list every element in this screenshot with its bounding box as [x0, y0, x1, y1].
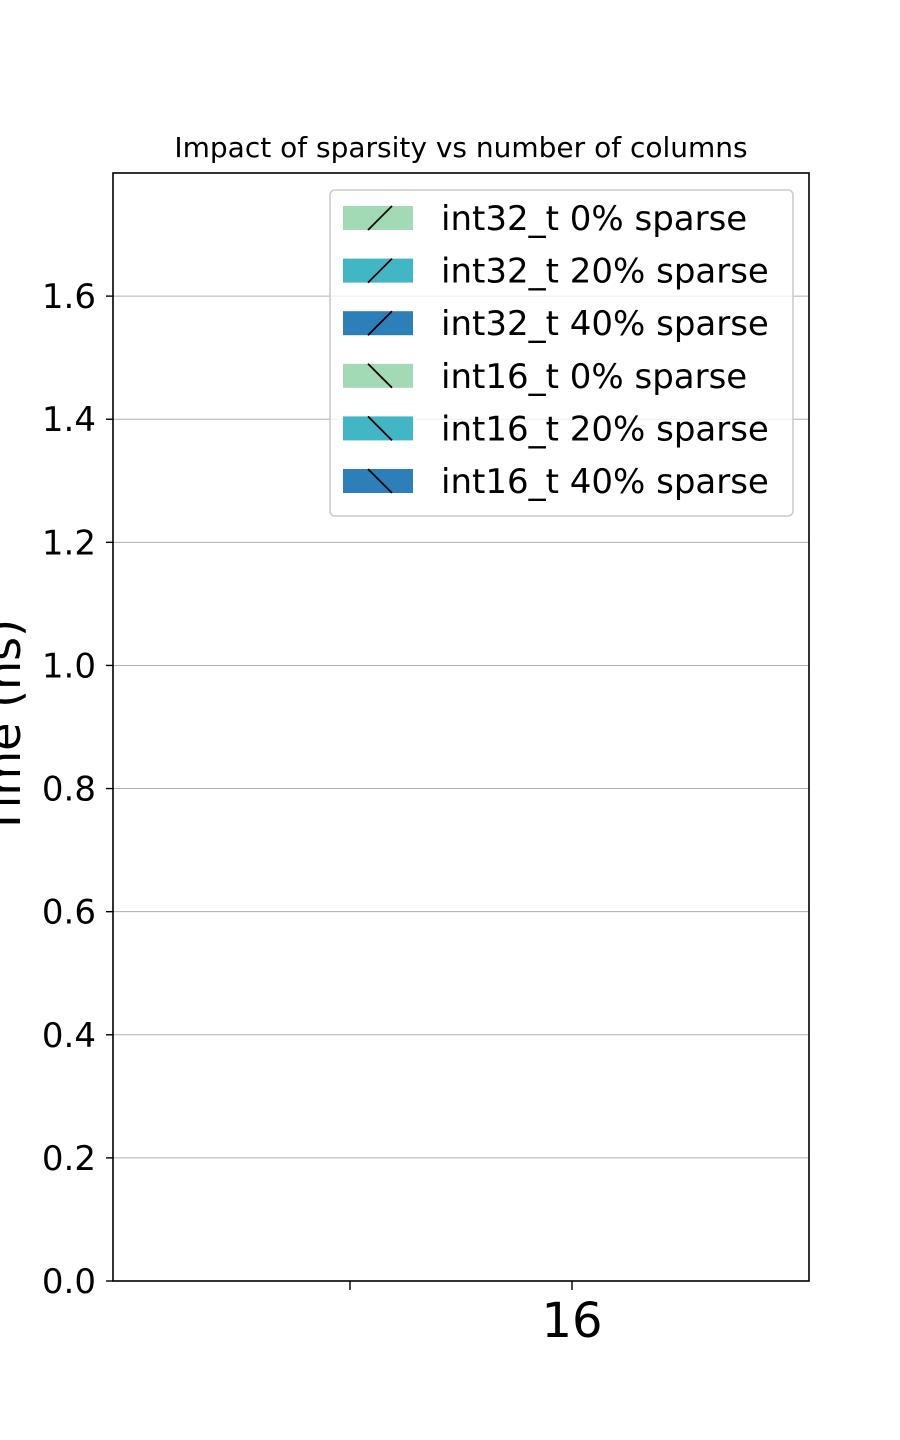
- legend-hatch: [367, 415, 393, 442]
- legend-label: int16_t 0% sparse: [441, 357, 747, 397]
- plot-frame: [112, 172, 810, 1282]
- legend: int32_t 0% sparse int32_t 20% sparse int32…: [329, 189, 794, 517]
- y-tick-label: 1.0: [42, 646, 96, 686]
- y-tick-label: 1.4: [42, 400, 96, 440]
- legend-label: int32_t 20% sparse: [441, 252, 769, 292]
- legend-hatch: [367, 310, 393, 336]
- legend-label: int16_t 20% sparse: [441, 409, 769, 449]
- y-axis: 0.0 0.2 0.4 0.6 0.8 1.0 1.2 1.4 1.6: [42, 277, 113, 1302]
- gridlines: [113, 295, 809, 1159]
- legend-label: int32_t 40% sparse: [441, 304, 769, 344]
- legend-swatch: [343, 311, 413, 336]
- legend-hatch: [367, 205, 393, 231]
- legend-label: int32_t 0% sparse: [441, 199, 747, 239]
- legend-hatch: [367, 363, 393, 389]
- legend-swatch: [343, 258, 413, 283]
- y-tick-label: 0.8: [42, 770, 96, 810]
- y-tick-label: 0.2: [42, 1139, 96, 1179]
- legend-swatch: [343, 416, 413, 441]
- legend-item: int32_t 20% sparse: [343, 252, 769, 292]
- legend-swatch: [343, 469, 413, 493]
- y-axis-label: Time (ns): [0, 619, 31, 836]
- legend-label: int16_t 40% sparse: [441, 462, 769, 502]
- legend-hatch: [367, 468, 393, 494]
- y-tick-label: 0.4: [42, 1016, 96, 1056]
- legend-item: int32_t 40% sparse: [343, 304, 769, 344]
- legend-swatch: [343, 206, 413, 230]
- y-tick-label: 1.6: [42, 277, 96, 317]
- chart-title: Impact of sparsity vs number of columns: [174, 131, 747, 164]
- legend-swatch: [343, 363, 413, 388]
- y-tick-label: 1.2: [42, 523, 96, 563]
- legend-item: int16_t 40% sparse: [343, 462, 769, 502]
- x-axis: 16: [349, 1281, 603, 1349]
- x-tick-label: 16: [541, 1293, 602, 1349]
- legend-item: int16_t 0% sparse: [343, 357, 747, 397]
- y-tick-label: 0.0: [42, 1262, 96, 1302]
- legend-hatch: [367, 257, 393, 284]
- legend-item: int16_t 20% sparse: [343, 409, 769, 449]
- legend-item: int32_t 0% sparse: [343, 199, 747, 239]
- legend-frame: [329, 189, 794, 517]
- y-tick-label: 0.6: [42, 893, 96, 933]
